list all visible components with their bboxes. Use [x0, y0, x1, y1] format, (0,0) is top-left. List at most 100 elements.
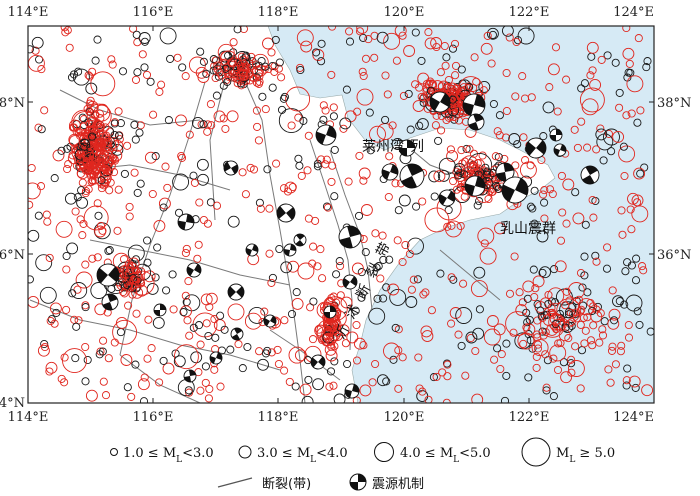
earthquake-circle [447, 104, 460, 117]
earthquake-circle [34, 211, 43, 220]
earthquake-circle [523, 318, 532, 327]
earthquake-circle [158, 197, 171, 210]
earthquake-circle [635, 320, 644, 329]
earthquake-circle [627, 192, 639, 205]
earthquake-circle [147, 344, 156, 353]
earthquake-circle [104, 354, 113, 363]
earthquake-circle [478, 80, 491, 93]
earthquake-circle [512, 37, 521, 47]
earthquake-circle [567, 321, 576, 330]
earthquake-circle [581, 220, 590, 229]
earthquake-circle [373, 294, 382, 303]
earthquake-circle [486, 27, 499, 40]
focal-mechanism [263, 314, 277, 328]
earthquake-circle [330, 145, 339, 154]
earthquake-circle [304, 375, 313, 384]
earthquake-circle [81, 148, 94, 160]
earthquake-circle [72, 322, 81, 331]
earthquake-circle [209, 55, 218, 64]
earthquake-circle [447, 273, 456, 282]
earthquake-circle [283, 187, 292, 196]
earthquake-circle [540, 214, 549, 223]
earthquake-circle [88, 254, 97, 263]
earthquake-circle [202, 319, 211, 328]
earthquake-circle [424, 37, 437, 50]
earthquake-circle [239, 26, 248, 34]
earthquake-circle [497, 350, 506, 359]
earthquake-circle [175, 114, 187, 127]
earthquake-circle [91, 56, 100, 65]
earthquake-circle [227, 303, 245, 321]
earthquake-circle [275, 244, 284, 254]
earthquake-circle [190, 351, 203, 364]
earthquake-circle [336, 261, 345, 271]
earthquake-circle [465, 331, 478, 344]
earthquake-circle [212, 91, 221, 100]
earthquake-circle [449, 307, 462, 319]
earthquake-circle [455, 307, 473, 324]
earthquake-circle [300, 40, 313, 53]
earthquake-circle [625, 59, 634, 68]
earthquake-circle [280, 261, 293, 274]
earthquake-circle [155, 87, 164, 96]
focal-mechanism [227, 283, 245, 301]
x-tick-bottom-124: 124°E [613, 410, 654, 425]
earthquake-circle [224, 72, 233, 81]
earthquake-circle [540, 186, 549, 195]
earthquake-circle [97, 180, 106, 189]
earthquake-circle [124, 301, 133, 310]
earthquake-circle [96, 129, 105, 138]
earthquake-circle [597, 55, 606, 64]
earthquake-circle [144, 315, 153, 324]
earthquake-circle [249, 165, 259, 174]
earthquake-circle [450, 39, 460, 48]
earthquake-circle [262, 37, 274, 50]
earthquake-circle [151, 152, 160, 161]
earthquake-circle [329, 103, 338, 112]
earthquake-circle [77, 186, 86, 195]
earthquake-circle [280, 366, 289, 375]
earthquake-circle [436, 68, 445, 77]
earthquake-circle [359, 33, 368, 42]
earthquake-circle [174, 208, 184, 217]
earthquake-circle [368, 378, 377, 387]
y-tick-right-36: 36°N [657, 248, 691, 263]
earthquake-circle [221, 64, 230, 73]
earthquake-circle [181, 248, 190, 258]
earthquake-circle [136, 179, 145, 188]
y-tick-right-38: 38°N [657, 96, 691, 111]
earthquake-circle [213, 110, 226, 123]
earthquake-circle [592, 257, 601, 266]
earthquake-circle [589, 302, 598, 311]
earthquake-circle [62, 305, 71, 314]
earthquake-circle [371, 359, 380, 369]
earthquake-circle [287, 309, 297, 319]
earthquake-circle [234, 340, 243, 349]
earthquake-circle [515, 304, 528, 317]
earthquake-circle [49, 302, 62, 315]
earthquake-circle [451, 71, 460, 80]
earthquake-circle [85, 107, 94, 116]
earthquake-circle [70, 282, 88, 299]
earthquake-circle [376, 374, 389, 387]
earthquake-circle [84, 185, 93, 194]
earthquake-circle [308, 335, 318, 344]
earthquake-circle [50, 174, 59, 183]
earthquake-circle [391, 323, 400, 332]
earthquake-circle [127, 244, 145, 262]
earthquake-circle [343, 359, 352, 369]
earthquake-circle [81, 377, 90, 386]
earthquake-circle [634, 34, 643, 43]
earthquake-circle [382, 377, 391, 386]
earthquake-circle [562, 219, 571, 228]
earthquake-circle [484, 194, 493, 204]
earthquake-circle [272, 159, 281, 168]
earthquake-circle [98, 226, 107, 235]
earthquake-circle [62, 265, 71, 274]
earthquake-circle [96, 160, 105, 169]
focal-mechanism [549, 128, 563, 142]
earthquake-circle [379, 255, 388, 264]
earthquake-circle [45, 253, 54, 262]
earthquake-circle [267, 348, 276, 357]
